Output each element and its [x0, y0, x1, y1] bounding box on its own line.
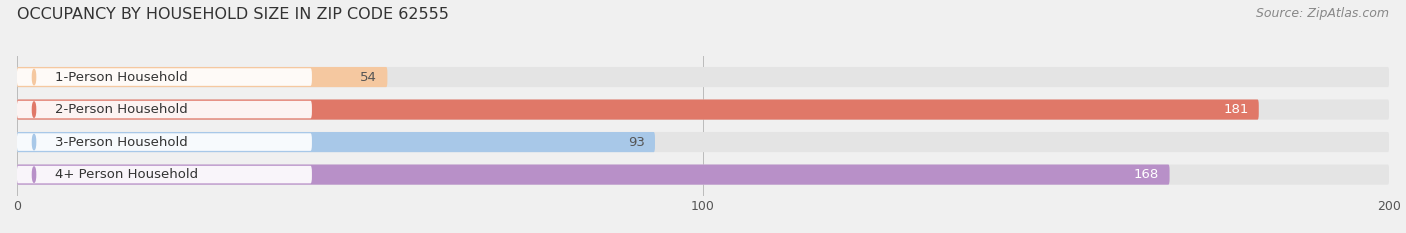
FancyBboxPatch shape: [17, 132, 655, 152]
Text: 4+ Person Household: 4+ Person Household: [55, 168, 198, 181]
Text: Source: ZipAtlas.com: Source: ZipAtlas.com: [1256, 7, 1389, 20]
Text: OCCUPANCY BY HOUSEHOLD SIZE IN ZIP CODE 62555: OCCUPANCY BY HOUSEHOLD SIZE IN ZIP CODE …: [17, 7, 449, 22]
FancyBboxPatch shape: [17, 99, 1258, 120]
Circle shape: [32, 102, 35, 117]
Text: 3-Person Household: 3-Person Household: [55, 136, 187, 149]
FancyBboxPatch shape: [17, 166, 312, 183]
FancyBboxPatch shape: [17, 132, 1389, 152]
Circle shape: [32, 167, 35, 182]
FancyBboxPatch shape: [17, 67, 388, 87]
FancyBboxPatch shape: [17, 68, 312, 86]
Text: 2-Person Household: 2-Person Household: [55, 103, 187, 116]
Text: 181: 181: [1223, 103, 1249, 116]
FancyBboxPatch shape: [17, 99, 1389, 120]
Text: 93: 93: [628, 136, 645, 149]
FancyBboxPatch shape: [17, 164, 1170, 185]
Text: 54: 54: [360, 71, 377, 84]
Text: 1-Person Household: 1-Person Household: [55, 71, 187, 84]
Circle shape: [32, 134, 35, 150]
FancyBboxPatch shape: [17, 164, 1389, 185]
FancyBboxPatch shape: [17, 67, 1389, 87]
FancyBboxPatch shape: [17, 101, 312, 118]
FancyBboxPatch shape: [17, 133, 312, 151]
Text: 168: 168: [1135, 168, 1160, 181]
Circle shape: [32, 69, 35, 85]
